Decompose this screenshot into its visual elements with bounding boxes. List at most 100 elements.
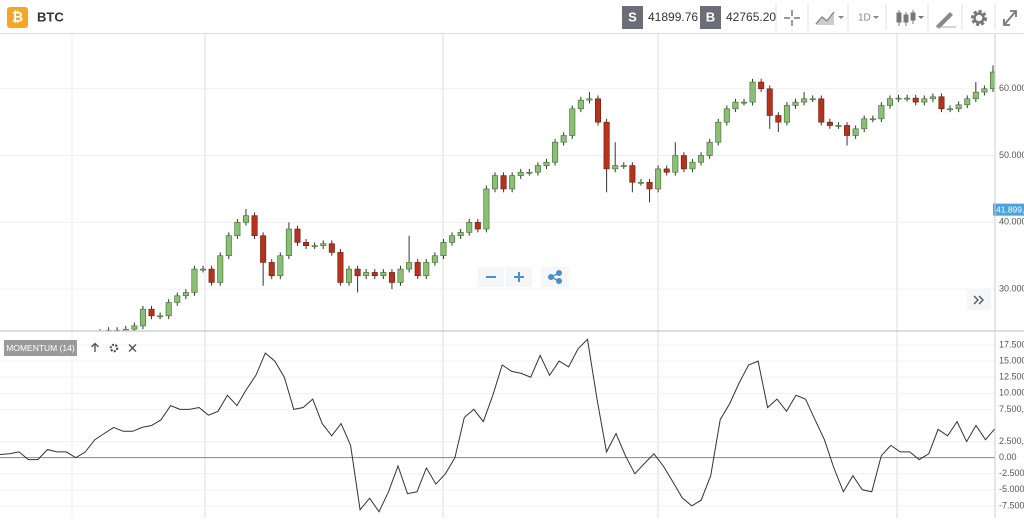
candle-body: [337, 252, 344, 283]
momentum-line: [0, 338, 995, 513]
candle-body: [740, 101, 747, 104]
candle-body: [826, 121, 833, 126]
candle-body: [131, 325, 138, 330]
candle-body: [655, 168, 662, 190]
candle-body: [912, 97, 919, 103]
draw-button[interactable]: [936, 12, 956, 29]
candle-body: [809, 98, 816, 101]
chart-type-button[interactable]: [815, 11, 844, 25]
y-tick-label: 12.500,: [999, 372, 1024, 382]
candle-body: [723, 108, 730, 123]
candle-body: [715, 121, 722, 143]
candle-body: [921, 98, 928, 103]
candle-body: [552, 141, 559, 163]
expand-button[interactable]: [1003, 10, 1017, 26]
candle-body: [431, 255, 438, 263]
indicator-legend[interactable]: [4, 340, 77, 356]
y-tick-label: 30.000,: [999, 283, 1024, 293]
scroll-icon: [973, 295, 984, 305]
candle-body: [749, 81, 756, 103]
candle-body: [895, 97, 902, 100]
settings-button[interactable]: [971, 10, 987, 26]
price-flag-label: 41.899,7: [996, 204, 1024, 214]
y-tick-label: 2.500,0: [999, 436, 1024, 446]
price-flag: [993, 203, 1024, 216]
candle-body: [491, 175, 498, 190]
candle-body: [766, 88, 773, 116]
interval[interactable]: 1D: [858, 13, 871, 24]
candle-body: [947, 108, 954, 111]
candle-body: [792, 101, 799, 106]
candle-body: [698, 155, 705, 163]
candle-body: [139, 308, 146, 327]
y-tick-label: 17.500,: [999, 339, 1024, 349]
candle-body: [388, 272, 395, 283]
candle-body: [414, 262, 421, 277]
candle-body: [380, 272, 387, 277]
candle-body: [869, 118, 876, 121]
y-tick-label: 0.00: [999, 452, 1017, 462]
candle-body: [303, 242, 310, 247]
candle-body: [157, 315, 164, 318]
candle-body: [148, 308, 155, 317]
candle-body: [500, 175, 507, 190]
price-panel: [99, 65, 995, 331]
candle-body: [165, 302, 172, 317]
momentum-panel: [0, 338, 995, 513]
buy-label: B: [706, 9, 715, 24]
candle-body: [543, 161, 550, 166]
symbol: BTC: [37, 9, 64, 24]
candle-body: [783, 105, 790, 123]
candle-body: [560, 135, 567, 143]
y-tick-label: 50.000,: [999, 150, 1024, 160]
y-tick-label: 15.000,: [999, 356, 1024, 366]
y-tick-label: -5.000,: [999, 484, 1024, 494]
grid: [0, 34, 995, 518]
interval-caret: [873, 16, 879, 19]
candle-body: [904, 97, 911, 100]
scroll-right[interactable]: [967, 290, 991, 310]
indicator-tools[interactable]: [91, 342, 137, 353]
candle-type-button[interactable]: [896, 10, 924, 26]
candle-body: [277, 255, 284, 277]
candle-body: [929, 96, 936, 100]
candle-body: [569, 108, 576, 136]
coin-symbol: ₿: [12, 9, 23, 25]
candle-body: [363, 272, 370, 277]
y-tick-label: -7.500,: [999, 500, 1024, 510]
candle-body: [629, 165, 636, 183]
candle-body: [526, 171, 533, 174]
candle-body: [534, 165, 541, 173]
y-tick-label: 40.000,: [999, 217, 1024, 227]
crosshair-button[interactable]: [784, 10, 800, 26]
y-tick-label: -2.500,0: [999, 468, 1024, 478]
candle-body: [732, 101, 739, 110]
zoom-controls: [478, 267, 569, 287]
candle-body: [217, 255, 224, 283]
candle-body: [354, 268, 361, 277]
candle-body: [955, 104, 962, 110]
candle-body: [801, 98, 808, 103]
sell-button[interactable]: [622, 6, 643, 29]
candle-body: [509, 175, 516, 190]
candle-body: [844, 125, 851, 136]
candle-body: [440, 242, 447, 257]
candle-body: [775, 115, 782, 123]
candle-body: [637, 181, 644, 184]
candle-body: [620, 165, 627, 167]
candle-body: [200, 268, 207, 271]
axes: 60.000, 50.000, 40.000, 30.000, 41.899,7 17.5…: [993, 0, 1024, 510]
y-tick-label: 10.000,: [999, 388, 1024, 398]
candle-body: [577, 99, 584, 110]
candle-body: [225, 235, 232, 257]
candle-body: [938, 96, 945, 110]
candle-body: [861, 118, 868, 130]
candle-body: [964, 98, 971, 106]
candle-body: [818, 98, 825, 123]
candle-body: [191, 268, 198, 293]
candle-body: [758, 81, 765, 90]
share[interactable]: [541, 267, 569, 287]
buy-button[interactable]: [700, 6, 721, 29]
candle-body: [260, 235, 267, 263]
